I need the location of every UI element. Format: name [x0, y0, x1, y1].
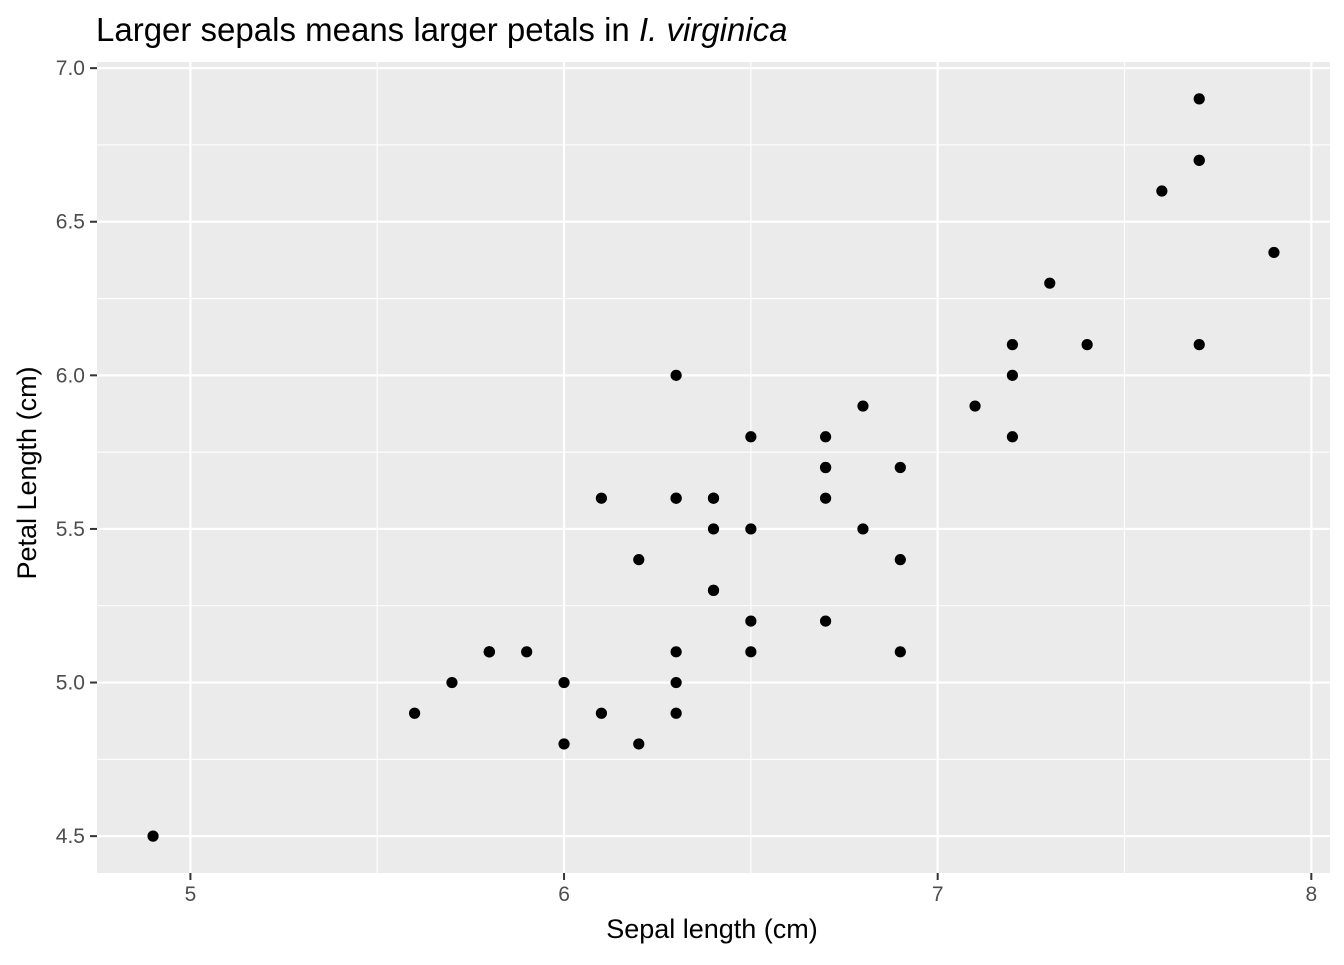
data-point — [670, 676, 682, 689]
data-point — [670, 492, 682, 504]
data-point — [483, 646, 495, 658]
data-point — [1044, 277, 1056, 289]
data-point — [707, 492, 720, 504]
data-point — [1193, 339, 1205, 351]
y-tick-label: 6.0 — [56, 364, 85, 387]
data-point — [1006, 339, 1019, 351]
x-axis-title: Sepal length (cm) — [606, 914, 818, 944]
data-point — [894, 554, 906, 566]
y-axis-title: Petal Length (cm) — [12, 366, 42, 579]
data-point — [894, 461, 906, 474]
y-tick-label: 7.0 — [56, 57, 85, 80]
data-point — [521, 646, 533, 658]
x-tick-label: 7 — [932, 883, 944, 906]
y-tick-label: 6.5 — [56, 211, 85, 234]
data-point — [857, 523, 869, 535]
data-point — [1193, 154, 1205, 166]
data-point — [408, 707, 421, 719]
y-axis: 4.5 5.0 5.5 6.0 6.5 7.0 — [56, 57, 97, 848]
major-gridlines — [97, 62, 1330, 873]
data-point — [819, 431, 832, 443]
data-point — [894, 646, 906, 658]
data-point — [1081, 339, 1093, 351]
data-point — [558, 738, 570, 750]
x-axis: 5 6 7 8 — [185, 873, 1317, 906]
y-tick-label: 4.5 — [56, 825, 85, 848]
data-point — [745, 431, 757, 443]
data-point — [819, 615, 832, 627]
x-tick-label: 5 — [185, 883, 197, 906]
chart-title-species: I. virginica — [639, 11, 788, 48]
plot-panel — [97, 62, 1330, 873]
data-point — [969, 400, 981, 412]
minor-gridlines — [97, 62, 1330, 873]
data-point — [707, 523, 720, 535]
data-point — [1006, 431, 1019, 443]
x-tick-label: 6 — [558, 883, 570, 906]
data-point — [819, 461, 832, 474]
data-point — [1193, 93, 1205, 105]
x-tick-label: 8 — [1305, 883, 1317, 906]
data-points — [147, 93, 1280, 842]
data-point — [745, 646, 757, 658]
data-point — [595, 492, 608, 504]
chart-title-main: Larger sepals means larger petals in — [96, 11, 630, 48]
data-point — [819, 492, 832, 504]
data-point — [633, 738, 645, 750]
data-point — [745, 523, 757, 535]
data-point — [670, 707, 682, 719]
data-point — [1006, 369, 1019, 381]
chart-title: Larger sepals means larger petals in I. … — [96, 11, 788, 48]
data-point — [595, 707, 608, 719]
data-point — [670, 646, 682, 658]
data-point — [446, 676, 458, 689]
data-point — [745, 615, 757, 627]
data-point — [147, 830, 159, 842]
data-point — [857, 400, 869, 412]
data-point — [558, 676, 570, 689]
y-tick-label: 5.0 — [56, 672, 85, 695]
data-point — [1268, 246, 1280, 259]
y-tick-label: 5.5 — [56, 518, 85, 541]
data-point — [633, 554, 645, 566]
data-point — [707, 584, 720, 596]
data-point — [1156, 185, 1168, 197]
data-point — [670, 369, 682, 381]
